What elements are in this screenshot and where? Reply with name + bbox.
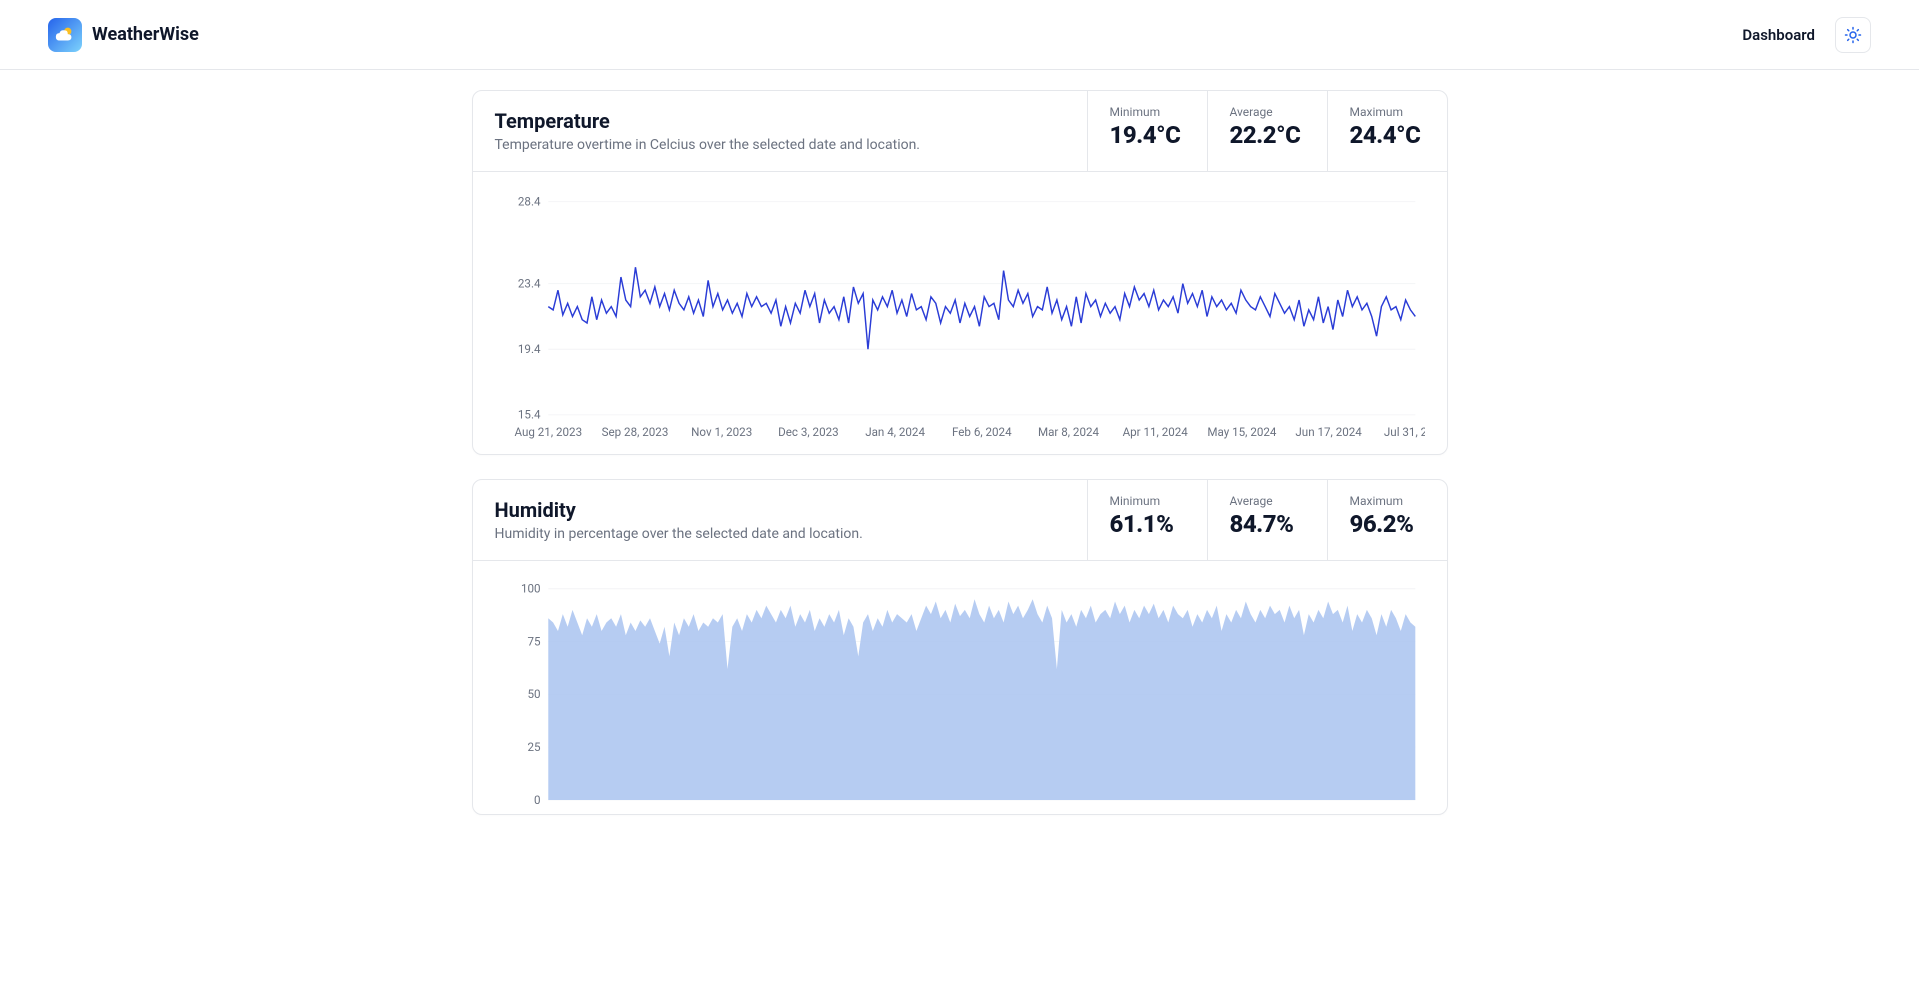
stat-value: 84.7% (1230, 510, 1305, 538)
humidity-title: Humidity (495, 498, 1065, 522)
svg-text:May 15, 2024: May 15, 2024 (1207, 425, 1277, 439)
stat-label: Average (1230, 105, 1305, 119)
app-name: WeatherWise (92, 24, 199, 45)
svg-text:100: 100 (520, 582, 540, 596)
svg-text:Dec 3, 2023: Dec 3, 2023 (778, 425, 839, 439)
temperature-card-head: Temperature Temperature overtime in Celc… (473, 91, 1087, 171)
humidity-stat-min: Minimum 61.1% (1087, 480, 1207, 560)
sun-icon (1844, 26, 1862, 44)
svg-text:Apr 11, 2024: Apr 11, 2024 (1122, 425, 1188, 439)
svg-text:50: 50 (527, 687, 540, 701)
temperature-stat-min: Minimum 19.4°C (1087, 91, 1207, 171)
theme-toggle-button[interactable] (1835, 17, 1871, 53)
temperature-stat-avg: Average 22.2°C (1207, 91, 1327, 171)
stat-label: Average (1230, 494, 1305, 508)
svg-text:23.4: 23.4 (517, 277, 540, 291)
humidity-stat-max: Maximum 96.2% (1327, 480, 1447, 560)
cloud-sun-icon (54, 24, 76, 46)
humidity-card-head: Humidity Humidity in percentage over the… (473, 480, 1087, 560)
humidity-card-top: Humidity Humidity in percentage over the… (473, 480, 1447, 561)
stat-value: 19.4°C (1110, 121, 1185, 149)
temperature-chart[interactable]: 15.4 19.4 23.4 28.4 Aug 21, 2023 Sep 28, 2023… (495, 192, 1425, 444)
svg-text:Mar 8, 2024: Mar 8, 2024 (1037, 425, 1099, 439)
svg-text:Jun 17, 2024: Jun 17, 2024 (1295, 425, 1362, 439)
nav-dashboard[interactable]: Dashboard (1742, 26, 1815, 44)
temperature-card-top: Temperature Temperature overtime in Celc… (473, 91, 1447, 172)
stat-label: Maximum (1350, 105, 1425, 119)
stat-label: Minimum (1110, 105, 1185, 119)
humidity-chart[interactable]: 0 25 50 75 100 (495, 581, 1425, 804)
brand[interactable]: WeatherWise (48, 18, 199, 52)
temperature-subtitle: Temperature overtime in Celcius over the… (495, 137, 1065, 153)
stat-label: Minimum (1110, 494, 1185, 508)
svg-text:Jan 4, 2024: Jan 4, 2024 (865, 425, 925, 439)
svg-text:Nov 1, 2023: Nov 1, 2023 (691, 425, 752, 439)
svg-text:19.4: 19.4 (517, 342, 540, 356)
stat-value: 61.1% (1110, 510, 1185, 538)
svg-text:Aug 21, 2023: Aug 21, 2023 (514, 425, 582, 439)
temperature-stat-max: Maximum 24.4°C (1327, 91, 1447, 171)
stat-value: 96.2% (1350, 510, 1425, 538)
app-header: WeatherWise Dashboard (0, 0, 1919, 70)
svg-text:28.4: 28.4 (517, 195, 540, 209)
temperature-chart-wrap: 15.4 19.4 23.4 28.4 Aug 21, 2023 Sep 28, 2023… (473, 172, 1447, 454)
svg-text:Feb 6, 2024: Feb 6, 2024 (951, 425, 1011, 439)
svg-text:Jul 31, 2024: Jul 31, 2024 (1383, 425, 1424, 439)
svg-text:0: 0 (534, 793, 541, 804)
app-logo (48, 18, 82, 52)
svg-text:75: 75 (527, 634, 541, 648)
humidity-chart-wrap: 0 25 50 75 100 (473, 561, 1447, 814)
stat-label: Maximum (1350, 494, 1425, 508)
svg-text:25: 25 (527, 740, 541, 754)
humidity-stat-avg: Average 84.7% (1207, 480, 1327, 560)
main-content: Temperature Temperature overtime in Celc… (456, 90, 1464, 815)
svg-text:15.4: 15.4 (517, 408, 540, 422)
stat-value: 24.4°C (1350, 121, 1425, 149)
stat-value: 22.2°C (1230, 121, 1305, 149)
humidity-subtitle: Humidity in percentage over the selected… (495, 526, 1065, 542)
humidity-card: Humidity Humidity in percentage over the… (472, 479, 1448, 815)
header-right: Dashboard (1742, 17, 1871, 53)
temperature-stats: Minimum 19.4°C Average 22.2°C Maximum 24… (1087, 91, 1447, 171)
humidity-stats: Minimum 61.1% Average 84.7% Maximum 96.2… (1087, 480, 1447, 560)
svg-text:Sep 28, 2023: Sep 28, 2023 (601, 425, 668, 439)
temperature-title: Temperature (495, 109, 1065, 133)
temperature-card: Temperature Temperature overtime in Celc… (472, 90, 1448, 455)
